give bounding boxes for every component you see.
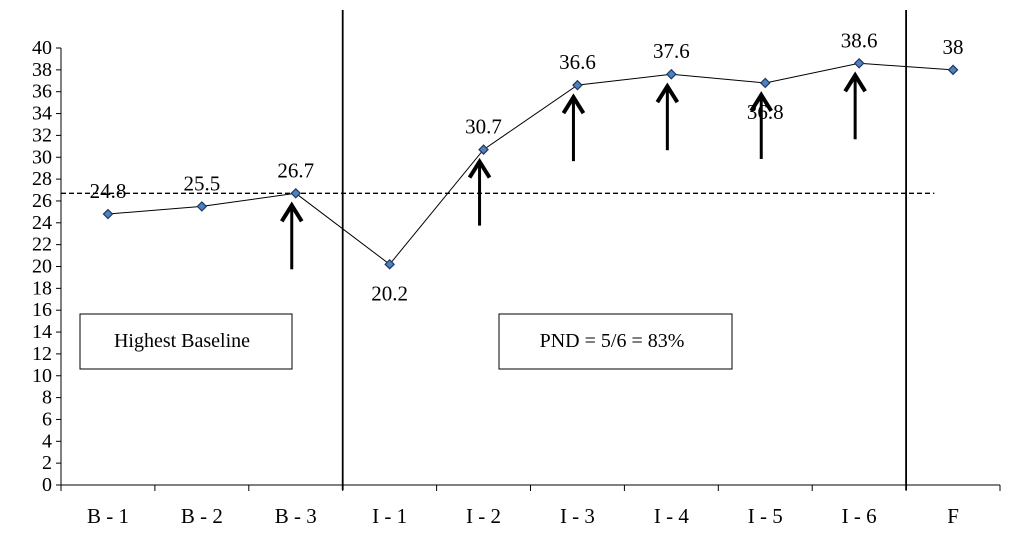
data-point: [478, 144, 489, 155]
y-tick-label: 32: [32, 124, 52, 146]
data-label: 25.5: [183, 171, 220, 195]
data-point: [759, 77, 771, 89]
series-layer: [102, 57, 959, 270]
baseline-box-label: Highest Baseline: [114, 330, 250, 352]
x-tick-label: I - 6: [842, 504, 877, 528]
y-tick-label: 8: [42, 387, 52, 409]
y-tick-label: 18: [32, 277, 52, 299]
data-label: 36.6: [559, 50, 596, 74]
x-tick-label: I - 4: [654, 504, 689, 528]
data-label: 36.8: [747, 100, 784, 124]
up-arrow-icon: [280, 201, 304, 270]
annotation-box-layer: Highest Baseline PND = 5/6 = 83%: [79, 313, 733, 370]
data-point: [666, 68, 677, 80]
data-label-layer: 24.8 25.5 26.7 20.2 30.7 36.6 37.6 36.8 38.6 38: [90, 28, 964, 305]
x-tick-label: I - 2: [466, 504, 501, 528]
pnd-box-label: PND = 5/6 = 83%: [540, 330, 685, 352]
y-tick-label: 38: [32, 59, 52, 81]
data-point: [102, 208, 114, 220]
x-tick-label: I - 3: [560, 504, 595, 528]
y-tick-label: 14: [32, 321, 52, 343]
pnd-box: [498, 313, 733, 370]
up-arrow-icon: [749, 91, 773, 159]
phase-divider-layer: [341, 10, 907, 490]
y-tick-label: 0: [42, 474, 52, 496]
x-tick-label: B - 3: [275, 504, 317, 528]
y-tick-label: 24: [32, 212, 52, 234]
y-tick-label: 36: [32, 81, 52, 103]
up-arrow-icon: [655, 82, 680, 151]
y-tick-label: 22: [32, 234, 52, 256]
up-arrow-icon: [843, 71, 867, 140]
y-tick-label: 16: [32, 299, 52, 321]
x-tick-label: B - 2: [181, 504, 223, 528]
up-arrow-icon: [561, 93, 586, 162]
x-tick-label: I - 1: [372, 504, 407, 528]
series-line: [107, 62, 954, 266]
data-label: 24.8: [90, 179, 127, 203]
data-point: [947, 64, 959, 76]
data-point: [196, 201, 208, 212]
y-tick-label: 26: [32, 190, 52, 212]
data-label: 30.7: [465, 115, 502, 139]
y-tick-label: 4: [42, 430, 52, 452]
data-point: [853, 57, 865, 69]
data-point: [290, 187, 302, 199]
data-label: 20.2: [371, 281, 408, 305]
y-tick-label: 30: [32, 146, 52, 168]
arrow-layer: [280, 71, 867, 270]
x-tick-label: F: [947, 504, 959, 528]
data-point: [572, 79, 583, 91]
data-label: 38.6: [841, 28, 878, 52]
data-label: 38: [943, 35, 964, 59]
up-arrow-icon: [467, 157, 492, 226]
y-tick-label: 34: [32, 103, 52, 125]
data-label: 37.6: [653, 39, 690, 63]
y-tick-label: 28: [32, 168, 52, 190]
y-tick-label: 6: [42, 408, 52, 430]
x-tick-label: B - 1: [87, 504, 129, 528]
y-tick-label: 10: [32, 365, 52, 387]
y-tick-label: 2: [42, 452, 52, 474]
y-tick-label: 20: [32, 256, 52, 278]
data-point: [384, 258, 395, 270]
y-tick-label: 40: [32, 37, 52, 59]
y-tick-label: 12: [32, 343, 52, 365]
x-tick-label: I - 5: [748, 504, 783, 528]
data-label: 26.7: [277, 158, 314, 182]
baseline-box: [79, 313, 293, 370]
